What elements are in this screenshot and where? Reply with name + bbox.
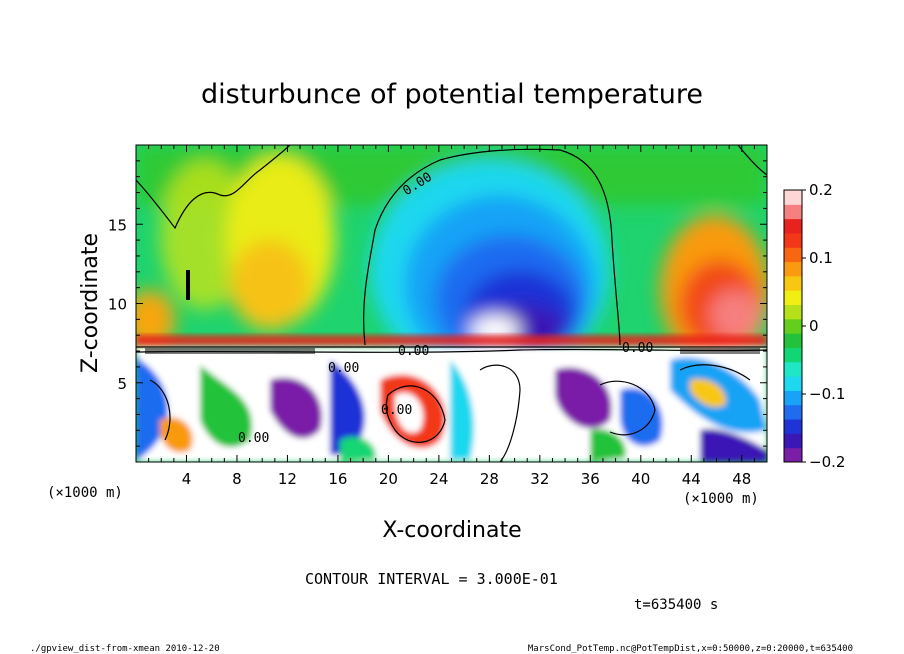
x-tick-label: 4 <box>182 470 192 488</box>
contour-label: 0.00 <box>328 361 359 376</box>
x-tick-label: 20 <box>379 470 398 488</box>
contour-label: 0.00 <box>622 341 653 356</box>
x-tick-label: 24 <box>429 470 448 488</box>
colorbar-tick-label: −0.2 <box>809 453 845 471</box>
colorbar-segment <box>784 232 802 248</box>
colorbar-segment <box>784 433 802 449</box>
colorbar-tick-label: 0 <box>809 317 819 335</box>
colorbar-segment <box>784 447 802 463</box>
contour-speckles <box>145 270 760 354</box>
colorbar-segment <box>784 218 802 234</box>
x-tick-label: 12 <box>278 470 297 488</box>
contour-label: 0.00 <box>398 344 429 359</box>
colorbar <box>784 190 802 463</box>
x-tick-label: 40 <box>631 470 650 488</box>
contour-interval-text: CONTOUR INTERVAL = 3.000E-01 <box>305 570 558 588</box>
colorbar-segment <box>784 361 802 377</box>
colorbar-segment <box>784 261 802 277</box>
colorbar-segment <box>784 190 802 205</box>
x-tick-label: 44 <box>682 470 701 488</box>
colorbar-segment <box>784 390 802 406</box>
y-tick-label: 15 <box>108 216 127 234</box>
x-unit-label-right: (×1000 m) <box>683 491 759 507</box>
colorbar-ticks: 0.2 0.1 0 −0.1 −0.2 <box>802 181 845 471</box>
contour-label: 0.00 <box>238 431 269 446</box>
x-tick-label: 48 <box>732 470 751 488</box>
y-axis-title: Z-coordinate <box>78 233 103 373</box>
chart-title: disturbunce of potential temperature <box>201 79 703 110</box>
x-tick-label: 16 <box>328 470 347 488</box>
x-tick-label: 8 <box>232 470 242 488</box>
time-text: t=635400 s <box>634 597 718 613</box>
y-tick-label: 5 <box>117 375 127 393</box>
colorbar-segment <box>784 376 802 391</box>
plot-area <box>136 145 767 462</box>
colorbar-segment <box>784 204 802 220</box>
x-tick-label: 36 <box>581 470 600 488</box>
footer-right: MarsCond_PotTemp.nc@PotTempDist,x=0:5000… <box>528 644 853 654</box>
upper-field-shading <box>136 145 767 380</box>
colorbar-segment <box>784 290 802 306</box>
x-tick-label: 32 <box>530 470 549 488</box>
y-axis: 5 10 15 <box>108 160 767 447</box>
x-axis: 4 8 12 16 20 24 28 32 36 40 44 48 <box>148 145 755 488</box>
colorbar-segment <box>784 304 802 320</box>
colorbar-segment <box>784 404 802 420</box>
contour-label: 0.00 <box>381 403 412 418</box>
colorbar-tick-label: 0.2 <box>809 181 833 199</box>
colorbar-segment <box>784 419 802 434</box>
x-tick-label: 28 <box>480 470 499 488</box>
colorbar-tick-label: −0.1 <box>809 385 845 403</box>
colorbar-segment <box>784 347 802 363</box>
colorbar-segment <box>784 275 802 291</box>
colorbar-segment <box>784 247 802 263</box>
x-unit-label: (×1000 m) <box>47 485 123 501</box>
footer-left: ./gpview_dist-from-xmean 2010-12-20 <box>30 644 220 654</box>
warm-band <box>136 335 767 347</box>
lower-field <box>136 347 767 462</box>
x-axis-title: X-coordinate <box>382 518 521 543</box>
colorbar-segment <box>784 318 802 334</box>
colorbar-segment <box>784 333 802 348</box>
y-tick-label: 10 <box>108 296 127 314</box>
colorbar-tick-label: 0.1 <box>809 249 833 267</box>
